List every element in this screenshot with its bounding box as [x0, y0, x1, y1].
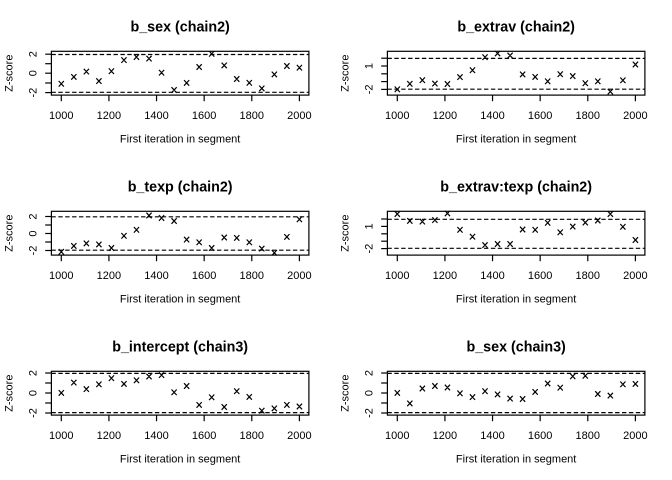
svg-text:Z-score: Z-score [340, 215, 352, 252]
svg-text:0: 0 [28, 390, 40, 396]
svg-text:1000: 1000 [385, 270, 409, 282]
svg-text:0: 0 [28, 70, 40, 76]
svg-text:First iteration in segment: First iteration in segment [456, 454, 576, 466]
svg-text:1800: 1800 [240, 430, 264, 442]
svg-text:2: 2 [364, 370, 376, 376]
svg-text:1200: 1200 [97, 270, 121, 282]
svg-text:1000: 1000 [49, 430, 73, 442]
svg-text:b_extrav:texp (chain2): b_extrav:texp (chain2) [440, 180, 592, 196]
svg-text:2000: 2000 [623, 430, 647, 442]
svg-text:1000: 1000 [385, 110, 409, 122]
svg-text:2000: 2000 [623, 110, 647, 122]
svg-text:2: 2 [28, 51, 40, 57]
svg-text:0: 0 [364, 390, 376, 396]
svg-text:-2: -2 [28, 88, 40, 98]
svg-text:b_texp (chain2): b_texp (chain2) [128, 180, 233, 196]
svg-text:0: 0 [28, 230, 40, 236]
svg-text:1600: 1600 [528, 270, 552, 282]
svg-text:1400: 1400 [144, 270, 168, 282]
svg-text:1800: 1800 [576, 430, 600, 442]
svg-text:First iteration in segment: First iteration in segment [456, 134, 576, 146]
svg-text:First iteration in segment: First iteration in segment [120, 454, 240, 466]
svg-text:Z-score: Z-score [4, 215, 16, 252]
svg-text:-2: -2 [28, 246, 40, 256]
svg-text:b_intercept (chain3): b_intercept (chain3) [112, 340, 248, 356]
svg-text:1600: 1600 [192, 270, 216, 282]
svg-text:b_sex (chain3): b_sex (chain3) [466, 340, 566, 356]
svg-text:b_sex (chain2): b_sex (chain2) [130, 20, 230, 36]
svg-text:1600: 1600 [192, 430, 216, 442]
svg-text:Z-score: Z-score [340, 375, 352, 412]
svg-text:2: 2 [28, 213, 40, 219]
svg-text:1400: 1400 [144, 110, 168, 122]
svg-text:First iteration in segment: First iteration in segment [120, 294, 240, 306]
svg-text:-2: -2 [364, 408, 376, 418]
svg-text:-2: -2 [364, 85, 376, 95]
svg-text:1400: 1400 [144, 430, 168, 442]
svg-text:1400: 1400 [480, 270, 504, 282]
svg-text:Z-score: Z-score [4, 55, 16, 92]
svg-text:1800: 1800 [576, 110, 600, 122]
svg-text:1200: 1200 [433, 270, 457, 282]
svg-text:1000: 1000 [385, 430, 409, 442]
svg-text:2000: 2000 [287, 110, 311, 122]
svg-text:2000: 2000 [623, 270, 647, 282]
svg-text:2000: 2000 [287, 270, 311, 282]
svg-text:1: 1 [364, 223, 376, 229]
svg-text:1800: 1800 [240, 270, 264, 282]
svg-text:1800: 1800 [576, 270, 600, 282]
svg-text:1600: 1600 [192, 110, 216, 122]
svg-text:2: 2 [28, 370, 40, 376]
svg-text:1: 1 [364, 63, 376, 69]
svg-text:b_extrav (chain2): b_extrav (chain2) [457, 20, 575, 36]
svg-text:1600: 1600 [528, 110, 552, 122]
svg-text:-2: -2 [364, 244, 376, 254]
svg-text:1000: 1000 [49, 110, 73, 122]
svg-text:1800: 1800 [240, 110, 264, 122]
svg-text:-2: -2 [28, 408, 40, 418]
svg-text:2000: 2000 [287, 430, 311, 442]
svg-text:1200: 1200 [97, 110, 121, 122]
svg-text:First iteration in segment: First iteration in segment [456, 294, 576, 306]
svg-text:1400: 1400 [480, 430, 504, 442]
svg-text:1200: 1200 [433, 430, 457, 442]
svg-text:1400: 1400 [480, 110, 504, 122]
svg-text:First iteration in segment: First iteration in segment [120, 134, 240, 146]
svg-text:1000: 1000 [49, 270, 73, 282]
svg-text:Z-score: Z-score [340, 55, 352, 92]
svg-text:1200: 1200 [97, 430, 121, 442]
svg-text:Z-score: Z-score [4, 375, 16, 412]
svg-text:1200: 1200 [433, 110, 457, 122]
svg-text:1600: 1600 [528, 430, 552, 442]
